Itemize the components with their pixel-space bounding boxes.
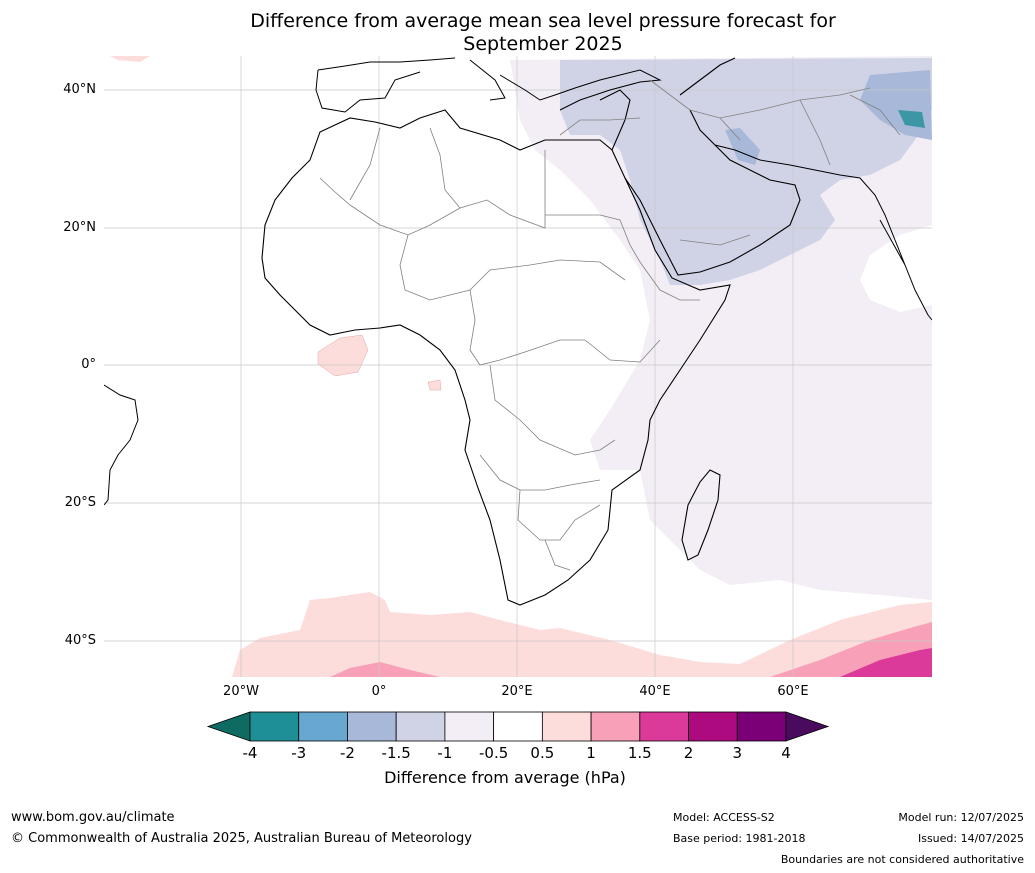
country-borders	[319, 79, 901, 571]
lat-label-20n: 20°N	[63, 220, 96, 235]
footer-base-period: Base period: 1981-2018	[673, 832, 806, 845]
colorbar-tick-label: 1	[586, 744, 596, 762]
anomaly-region-blue-2	[725, 128, 760, 165]
colorbar-tick-label: -1.5	[381, 744, 411, 762]
colorbar-tick-label: 0.5	[530, 744, 555, 762]
colorbar-tick-label: 3	[732, 744, 743, 762]
title-line-2: September 2025	[463, 33, 623, 55]
colorbar-tick-label: -2	[339, 744, 355, 762]
lon-label-40e: 40°E	[639, 684, 671, 699]
arabia-coastline	[599, 57, 801, 276]
anomaly-region-pink-small	[427, 379, 442, 391]
lat-label-20s: 20°S	[64, 495, 96, 510]
footer-disclaimer: Boundaries are not considered authoritat…	[780, 853, 1024, 866]
anomaly-region-magenta	[840, 648, 932, 677]
anomaly-region-pink-south	[232, 592, 932, 677]
colorbar-tick-label: 1.5	[627, 744, 652, 762]
anomaly-region-light-purple	[510, 56, 932, 600]
lon-label-20w: 20°W	[223, 684, 259, 699]
persian-gulf-coastline	[714, 144, 932, 321]
footer-model: Model: ACCESS-S2	[673, 811, 775, 824]
footer-model-run: Model run: 12/07/2025	[898, 811, 1024, 824]
africa-coastline	[261, 109, 731, 606]
south-america-coastline	[104, 384, 139, 506]
anomaly-region-pink-gulf	[317, 334, 369, 377]
lat-label-40s: 40°S	[64, 633, 96, 648]
anomaly-region-pink-top	[110, 56, 150, 62]
lon-label-20e: 20°E	[501, 684, 533, 699]
footer-url[interactable]: www.bom.gov.au/climate	[11, 810, 175, 825]
footer-issued: Issued: 14/07/2025	[917, 832, 1024, 845]
madagascar-coastline	[681, 469, 721, 561]
lat-label-0: 0°	[81, 357, 96, 372]
footer-copyright: © Commonwealth of Australia 2025, Austra…	[11, 831, 472, 846]
europe-coastline	[315, 57, 662, 113]
colorbar-tick-label: -0.5	[478, 744, 509, 762]
gridlines	[104, 56, 932, 677]
lat-label-40n: 40°N	[63, 82, 96, 97]
colorbar-tick-label: 4	[781, 744, 791, 762]
colorbar-tick-label: -4	[242, 744, 258, 762]
colorbar-tick-label: -1	[437, 744, 453, 762]
anomaly-region-teal	[898, 110, 925, 128]
lon-label-0: 0°	[371, 684, 387, 699]
colorbar-tick-label: 2	[683, 744, 694, 762]
colorbar-tick-label: -3	[291, 744, 307, 762]
anomaly-region-white-india	[860, 225, 932, 312]
lon-label-60e: 60°E	[777, 684, 809, 699]
title-line-1: Difference from average mean sea level p…	[250, 10, 836, 32]
map-title: Difference from average mean sea level p…	[150, 10, 936, 56]
colorbar-label: Difference from average (hPa)	[384, 768, 626, 787]
